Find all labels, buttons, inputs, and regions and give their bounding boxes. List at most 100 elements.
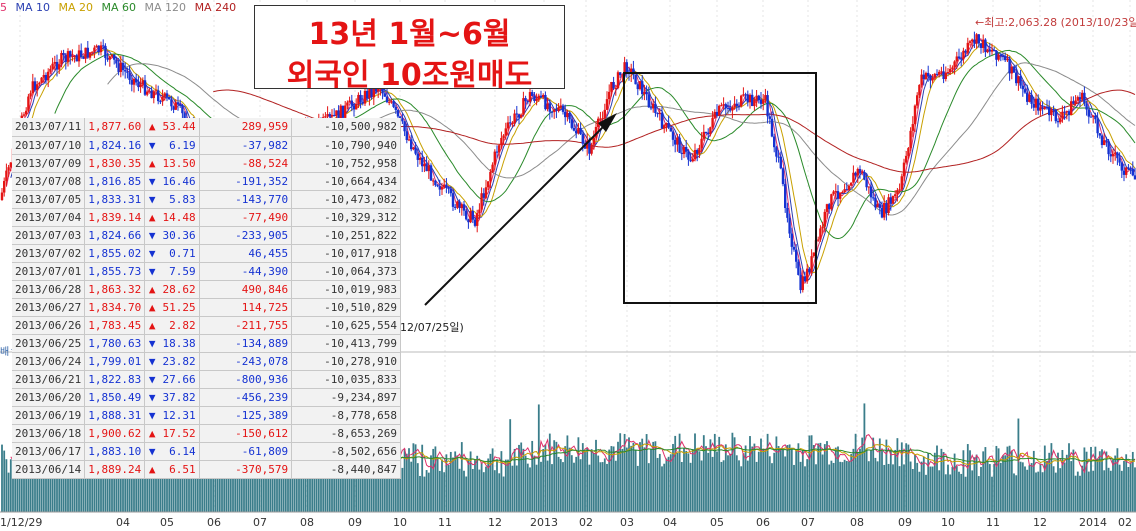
volume-bar <box>804 466 806 512</box>
candle-body <box>546 103 549 110</box>
volume-bar <box>86 472 89 512</box>
candle-body <box>682 147 686 155</box>
row-date: 2013/07/01 <box>12 262 86 281</box>
row-foreign-net: -233,905 <box>199 226 293 245</box>
volume-bar <box>1118 464 1121 512</box>
candle-body <box>447 187 450 189</box>
volume-bar <box>1120 470 1123 512</box>
volume-bar <box>799 461 802 512</box>
volume-bar <box>874 457 877 512</box>
candle-body <box>885 203 888 214</box>
candle-body <box>1041 107 1044 109</box>
volume-bar <box>903 464 905 512</box>
row-direction-arrow: ▲ <box>144 208 160 227</box>
volume-bar <box>458 468 461 512</box>
candle-body <box>823 211 826 227</box>
volume-bar <box>89 448 91 512</box>
candle-body <box>1045 106 1049 108</box>
candle-body <box>731 107 734 111</box>
candle-body <box>720 105 723 107</box>
candle-body <box>942 71 945 80</box>
volume-bar <box>650 448 652 512</box>
candle-body <box>619 72 622 76</box>
row-date: 2013/06/24 <box>12 352 86 371</box>
row-change: 37.82 <box>159 388 200 407</box>
volume-bar <box>942 452 945 512</box>
candle-body <box>995 50 998 60</box>
candle-body <box>330 114 334 117</box>
x-tick-label: 10 <box>393 516 407 529</box>
candle-body <box>471 211 474 220</box>
candle-body <box>539 95 543 98</box>
candle-body <box>790 233 793 247</box>
volume-bar <box>1083 447 1086 512</box>
row-change: 13.50 <box>159 154 200 173</box>
volume-bar <box>918 471 921 512</box>
candle-body <box>561 105 565 112</box>
volume-bar <box>531 440 534 512</box>
volume-bar <box>465 476 468 512</box>
volume-bar <box>295 458 298 512</box>
candle-body <box>522 98 525 115</box>
table-row: 2013/06/14 1,889.24 ▲ 6.51 -370,579 -8,440,84… <box>12 460 401 479</box>
volume-bar <box>826 441 828 512</box>
candle-body <box>1050 109 1053 116</box>
candle-body <box>876 204 879 208</box>
volume-bar <box>762 449 765 512</box>
volume-bar <box>229 464 232 512</box>
candle-body <box>588 140 591 154</box>
table-row: 2013/06/24 1,799.01 ▼ 23.82 -243,078 -10,278,… <box>12 352 401 371</box>
candle-body <box>955 56 958 62</box>
candle-body <box>986 49 989 53</box>
candle-body <box>1010 66 1013 74</box>
candle-body <box>667 123 670 128</box>
candle-body <box>3 181 6 193</box>
volume-bar <box>581 443 584 512</box>
candle-body <box>491 164 494 172</box>
volume-bar <box>757 451 760 512</box>
volume-bar <box>821 454 824 512</box>
volume-bar <box>469 451 472 512</box>
candle-body <box>1004 56 1007 61</box>
candle-body <box>542 94 545 98</box>
volume-bar <box>526 463 529 512</box>
volume-bar <box>896 438 899 512</box>
candle-body <box>599 118 602 120</box>
candle-body <box>62 52 65 56</box>
candle-body <box>975 34 978 44</box>
candle-body <box>872 197 875 199</box>
row-change: 0.71 <box>159 244 200 263</box>
volume-bar <box>551 464 553 512</box>
row-cumulative: -10,019,983 <box>291 280 401 299</box>
candle-body <box>482 193 485 198</box>
volume-bar <box>729 453 732 512</box>
candle-body <box>656 113 659 115</box>
volume-bar <box>289 467 292 512</box>
volume-bar <box>775 436 778 512</box>
candle-body <box>1100 135 1104 145</box>
volume-bar <box>995 445 998 512</box>
volume-bar <box>190 476 193 512</box>
volume-bar <box>575 456 578 512</box>
candle-body <box>894 194 897 197</box>
volume-bar <box>905 443 908 512</box>
x-tick-label: 08 <box>850 516 864 529</box>
table-row: 2013/06/19 1,888.31 ▼ 12.31 -125,389 -8,778,6… <box>12 406 401 425</box>
candle-body <box>1056 121 1060 123</box>
volume-bar <box>375 448 377 512</box>
candle-body <box>337 110 340 120</box>
row-direction-arrow: ▼ <box>144 244 160 263</box>
volume-bar <box>977 476 980 512</box>
volume-bar <box>588 464 591 512</box>
volume-bar <box>559 459 562 512</box>
volume-bar <box>1013 473 1015 512</box>
volume-bar <box>533 455 536 512</box>
candle-body <box>533 95 536 101</box>
volume-bar <box>566 435 569 512</box>
candle-body <box>764 95 767 100</box>
title-annotation-box: 13년 1월~6월 외국인 10조원매도 <box>254 5 565 93</box>
volume-bar <box>1052 466 1055 512</box>
candle-body <box>42 74 45 78</box>
row-foreign-net: -370,579 <box>199 460 293 479</box>
volume-bar <box>652 441 655 512</box>
